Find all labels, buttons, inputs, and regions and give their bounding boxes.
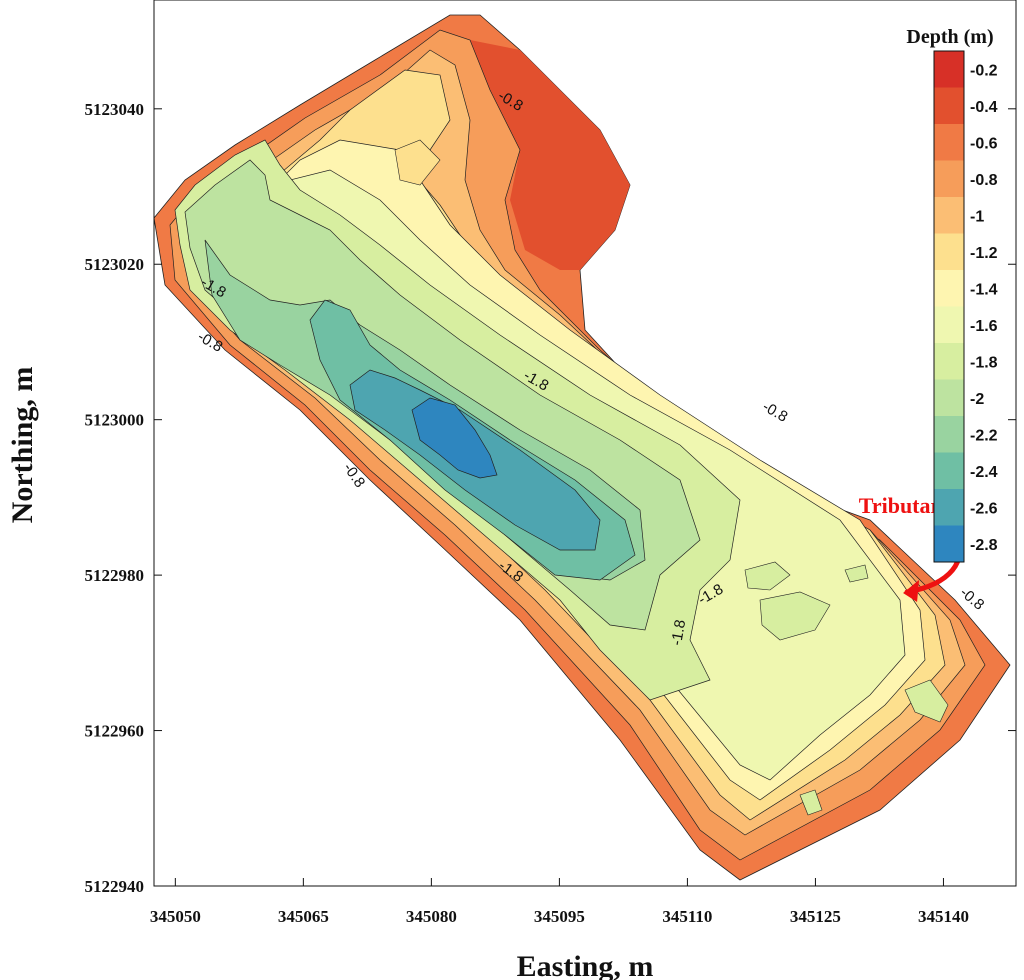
legend-label: -0.2 [970,62,998,79]
depth-zone-12 [411,397,498,479]
x-axis-title: Easting, m [517,950,654,980]
legend-label: -2.2 [970,427,998,444]
contour-label: -0.8 [760,398,791,426]
legend-label: -2.8 [970,537,998,554]
depth-island [744,561,791,591]
legend-swatch [934,87,964,124]
legend-swatch [934,160,964,197]
legend-label: -0.8 [970,172,998,189]
y-axis: 5122940 5122960 5122980 5123000 5123020 51230… [85,100,1016,896]
x-tick-label: 345095 [534,907,585,926]
depth-island [799,789,823,816]
legend-swatch [934,379,964,416]
depth-island [759,591,831,641]
x-tick-label: 345110 [662,907,712,926]
legend-label: -2 [970,391,984,408]
annotation-arrowhead [903,579,920,602]
plot-frame [153,0,1017,887]
legend-label: -0.6 [970,135,998,152]
legend-swatch [934,233,964,270]
plot-area [154,14,1011,881]
legend-title: Depth (m) [906,26,993,48]
x-tick-label: 345050 [150,907,201,926]
legend-label: -2.6 [970,500,998,517]
y-tick-label: 5122940 [85,877,145,896]
legend-swatch [934,416,964,453]
x-tick-label: 345125 [790,907,841,926]
depth-island [394,139,441,186]
x-tick-label: 345080 [406,907,457,926]
legend-swatch [934,489,964,526]
legend-label: -1 [970,208,984,225]
x-axis: 345050 345065 345080 345095 345110 345125 3451… [150,878,969,926]
legend-swatch [934,51,964,88]
legend-frame [933,50,965,563]
y-tick-label: 5123020 [85,255,145,274]
depth-zone-1 [470,40,630,270]
colorbar: Depth (m) -0.2 -0.4 -0.6 -0.8 -1 -1.2 -1.4 -1.6 -… [906,26,998,563]
y-tick-label: 5123040 [85,100,145,119]
legend-label: -1.8 [970,354,998,371]
y-tick-label: 5122960 [85,722,145,741]
x-tick-label: 345065 [278,907,329,926]
depth-island [844,564,869,583]
y-tick-label: 5122980 [85,566,145,585]
legend-label: -1.4 [970,281,998,298]
contour-label: -1.8 [668,618,689,646]
depth-island [904,679,949,723]
legend-swatch [934,343,964,380]
legend-swatch [934,306,964,343]
legend-swatch [934,124,964,161]
y-axis-title: Northing, m [6,367,39,524]
y-tick-label: 5123000 [85,411,145,430]
legend-swatch [934,197,964,234]
legend-label: -1.2 [970,245,998,262]
legend-swatch [934,270,964,307]
x-tick-label: 345140 [918,907,969,926]
legend-swatch [934,525,964,562]
legend-label: -1.6 [970,318,998,335]
legend-swatch [934,452,964,489]
legend-label: -0.4 [970,99,998,116]
legend-label: -2.4 [970,464,998,481]
